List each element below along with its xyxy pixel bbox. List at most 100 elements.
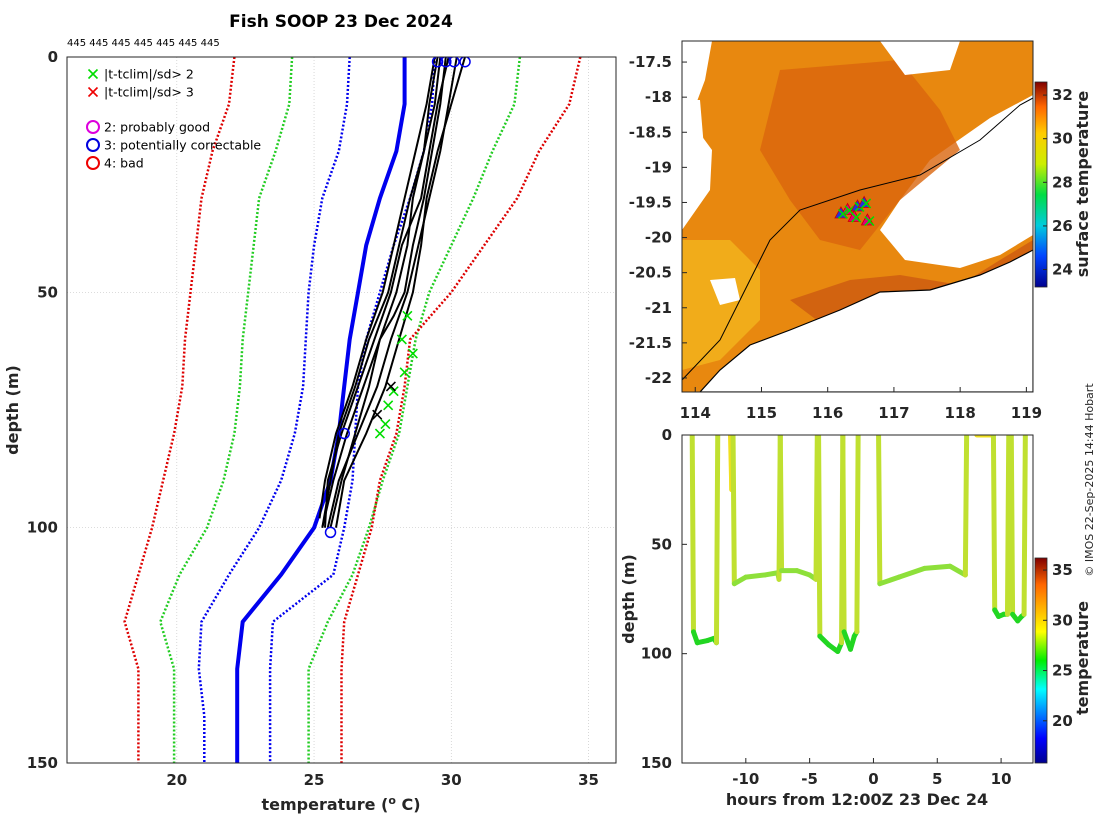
profile-line-7 (321, 57, 439, 528)
clim-minus1sd-line (197, 57, 351, 763)
depth-segment-9 (1004, 435, 1012, 617)
track-flag-x (861, 198, 872, 209)
depth-segment-6 (840, 435, 847, 635)
profile-panel: Fish SOOP 23 Dec 2024 445 445 445 445 44… (3, 12, 617, 814)
sst-missing-patch-2 (682, 100, 705, 175)
profile-x-tick-label: 35 (578, 771, 599, 789)
sst-colorbar-tick-label: 24 (1052, 261, 1073, 279)
flag-blue-circle (324, 526, 337, 539)
clim-plus1sd-line (268, 57, 437, 763)
legend-marker-x (87, 68, 99, 80)
sst-colorbar-tick-label: 28 (1052, 173, 1073, 191)
ship-track-points (834, 195, 875, 227)
depth-y-tick-label: 150 (641, 754, 672, 772)
profile-flag-markers (324, 57, 471, 539)
map-y-tick-label: -17.5 (629, 53, 672, 71)
temperature-colorbar-ticks: 20 25 30 35 (1043, 561, 1073, 730)
time-axis-label: hours from 12:00Z 23 Dec 24 (726, 790, 988, 809)
depth-segment-9 (990, 435, 998, 613)
depth-axis-label: depth (m) (619, 554, 638, 644)
profile-tick-labels: 20 25 30 35 0 50 100 150 (27, 48, 599, 789)
profile-x-tick-label: 30 (441, 771, 462, 789)
map-x-tick-label: 118 (944, 404, 975, 422)
depth-segment-6 (854, 435, 861, 635)
depth-segment-7 (896, 565, 928, 580)
flag-green-x (388, 386, 399, 397)
sst-colorbar-tick-label: 30 (1052, 130, 1073, 148)
map-y-tick-label: -19 (645, 158, 672, 176)
isobath-line (682, 97, 1033, 381)
map-y-tick-label: -20 (645, 229, 672, 247)
legend-label: 3: potentially correctable (104, 138, 261, 153)
legend-label: 2: probably good (104, 120, 210, 135)
flag-green-x (399, 367, 410, 378)
temperature-colorbar-label: temperature (1073, 601, 1092, 715)
depth-segment-7 (962, 435, 970, 578)
legend-marker-circle (86, 138, 100, 152)
profile-y-tick-label: 50 (37, 283, 58, 301)
x-axis-label: temperature (o C) (261, 794, 420, 814)
depth-axes-frame (681, 434, 1034, 764)
depth-segment-3 (730, 435, 737, 587)
profile-line-2 (321, 57, 442, 528)
profile-header-ids: 445 445 445 445 445 445 445 (67, 38, 220, 49)
map-y-tick-label: -19.5 (629, 193, 672, 211)
sst-colorbar-label: surface temperature (1073, 91, 1092, 278)
temperature-colorbar (1034, 557, 1048, 764)
legend-label: |t-tclim|/sd> 2 (104, 67, 194, 82)
legend-label: 4: bad (104, 156, 144, 171)
depth-segment-7 (947, 563, 968, 578)
flag-green-x (407, 348, 418, 359)
sst-cool-area (682, 240, 760, 370)
flag-blue-circle (448, 57, 460, 68)
profile-y-tick-label: 150 (27, 754, 58, 772)
flag-green-x (374, 428, 385, 439)
flag-blue-circle (459, 57, 471, 68)
flag-blue-circle (431, 57, 444, 68)
sst-colorbar-ticks: 24 26 28 30 32 (1043, 86, 1073, 279)
map-y-tick-label: -18 (645, 88, 672, 106)
clim-minus3sd-line (123, 57, 236, 763)
depth-x-tick-label: 5 (932, 770, 942, 788)
credit-text: © IMOS 22-Sep-2025 14:44 Hobart (1083, 383, 1096, 577)
temp-colorbar-tick-label: 35 (1052, 561, 1073, 579)
profile-legend: |t-tclim|/sd> 2 |t-tclim|/sd> 3 2: probabl… (86, 67, 261, 171)
depth-segment-10 (1008, 435, 1016, 617)
depth-segment-5 (816, 435, 823, 639)
sst-colorbar (1034, 81, 1048, 288)
climatology-lines (123, 57, 582, 763)
legend-marker-circle (86, 156, 100, 170)
map-y-tick-label: -18.5 (629, 123, 672, 141)
profile-gridlines (67, 56, 616, 764)
flag-green-x (402, 310, 413, 321)
sst-missing-patch-3 (710, 278, 740, 305)
depth-segment-1 (713, 435, 721, 646)
flag-blue-circle (440, 57, 452, 68)
sst-missing-patch-1 (880, 41, 960, 75)
map-axes-frame (681, 40, 1034, 393)
flag-green-x (396, 334, 407, 345)
profile-line-1 (329, 57, 447, 528)
flag-green-x (383, 400, 394, 411)
profile-line-4 (318, 57, 436, 519)
sst-colorbar-tick-label: 32 (1052, 86, 1073, 104)
temp-colorbar-tick-label: 25 (1052, 662, 1073, 680)
legend-marker-x (87, 86, 99, 98)
map-y-tick-label: -21.5 (629, 334, 672, 352)
clim-plus3sd-line (340, 57, 582, 763)
depth-segment-10 (1021, 435, 1028, 617)
depth-time-series (689, 435, 1028, 654)
profile-x-tick-label: 25 (304, 771, 325, 789)
map-x-tick-label: 117 (878, 404, 909, 422)
track-flag-x (851, 212, 862, 223)
depth-x-tick-label: -5 (801, 770, 818, 788)
profile-line-5 (335, 57, 466, 528)
profile-axes-frame (66, 56, 617, 764)
profile-line-3 (326, 57, 458, 528)
chart-title: Fish SOOP 23 Dec 2024 (229, 12, 453, 32)
flag-blue-circle (338, 427, 350, 440)
clim-plus2sd-line (307, 57, 522, 763)
